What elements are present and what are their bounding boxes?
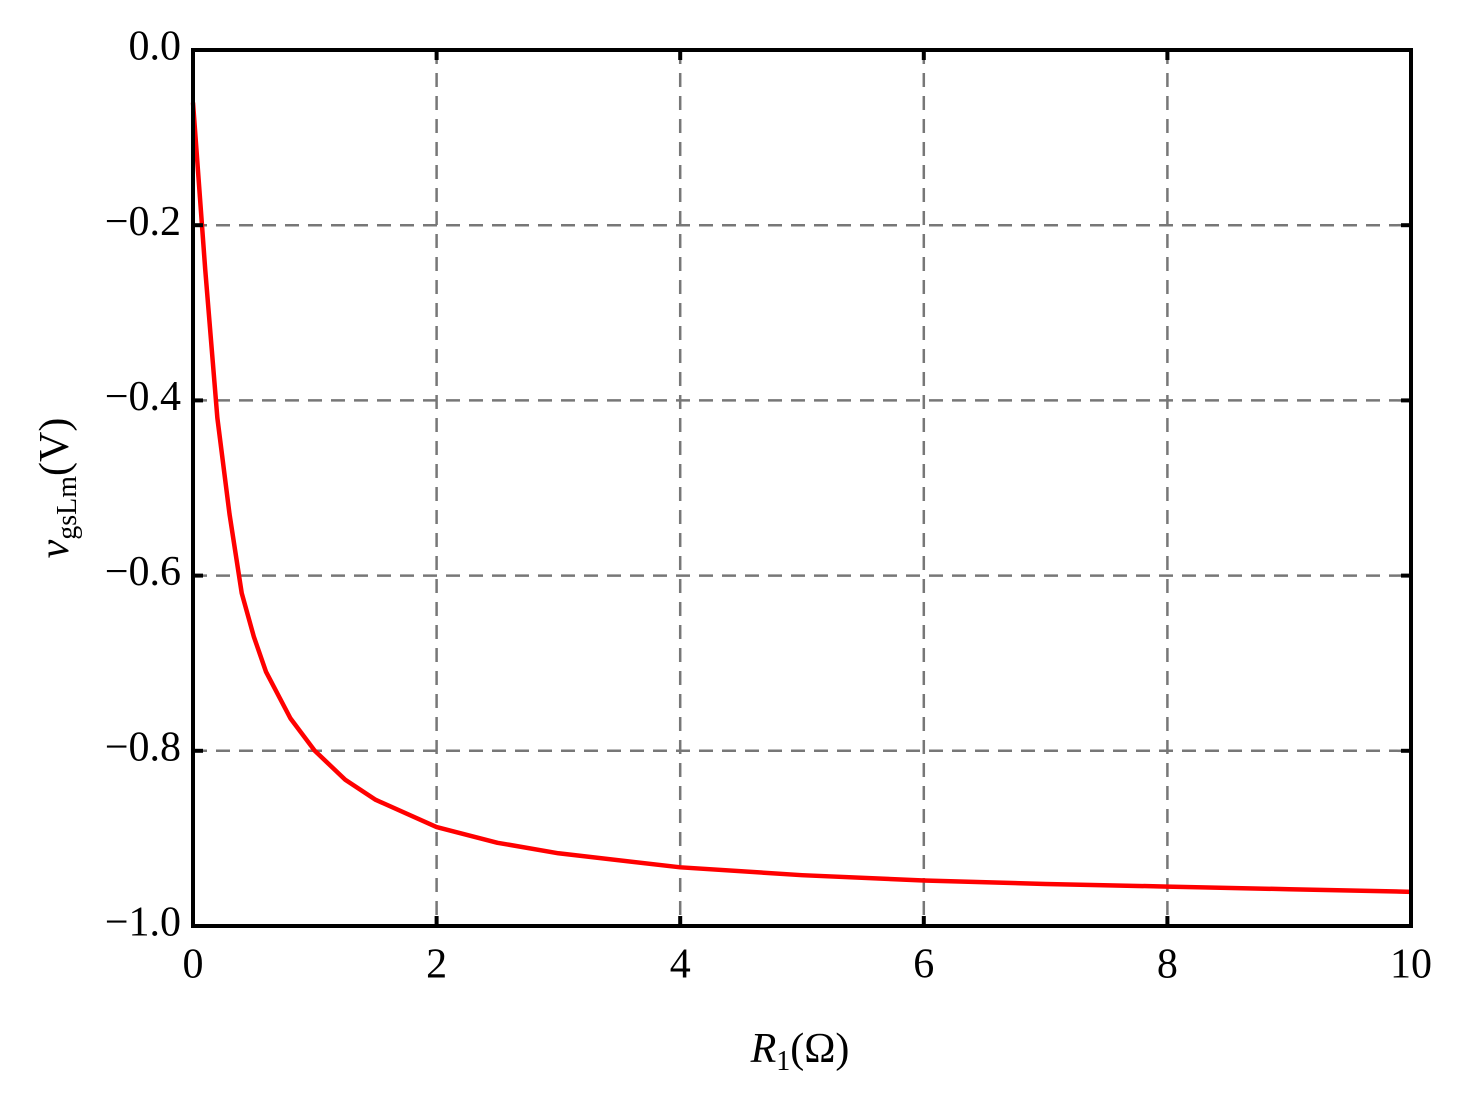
y-tick-label: 0.0	[129, 24, 182, 70]
x-tick-label: 6	[913, 942, 934, 988]
x-tick-label: 2	[426, 942, 447, 988]
y-label-symbol: v	[32, 539, 78, 558]
y-tick-label: −1.0	[105, 900, 181, 946]
y-label-unit: (V)	[32, 418, 78, 476]
x-label-subscript: 1	[776, 1046, 790, 1077]
plot-frame	[191, 48, 1413, 928]
y-axis-label: vgsLm(V)	[32, 418, 84, 559]
x-tick-label: 0	[183, 942, 204, 988]
y-tick-label: −0.4	[105, 374, 181, 420]
y-tick-label: −0.8	[105, 724, 181, 770]
y-label-subscript: gsLm	[52, 476, 83, 540]
grid	[191, 48, 1413, 928]
x-label-unit: (Ω)	[790, 1026, 849, 1072]
x-axis-label: R1(Ω)	[750, 1026, 850, 1078]
y-tick-label: −0.6	[105, 549, 181, 595]
plot	[190, 102, 1412, 895]
y-tick-label: −0.2	[105, 199, 181, 245]
x-label-symbol: R	[750, 1026, 777, 1072]
data-line	[190, 102, 1412, 895]
x-tick-label: 4	[670, 942, 691, 988]
x-tick-label: 10	[1390, 942, 1432, 988]
x-tick-label: 8	[1157, 942, 1178, 988]
